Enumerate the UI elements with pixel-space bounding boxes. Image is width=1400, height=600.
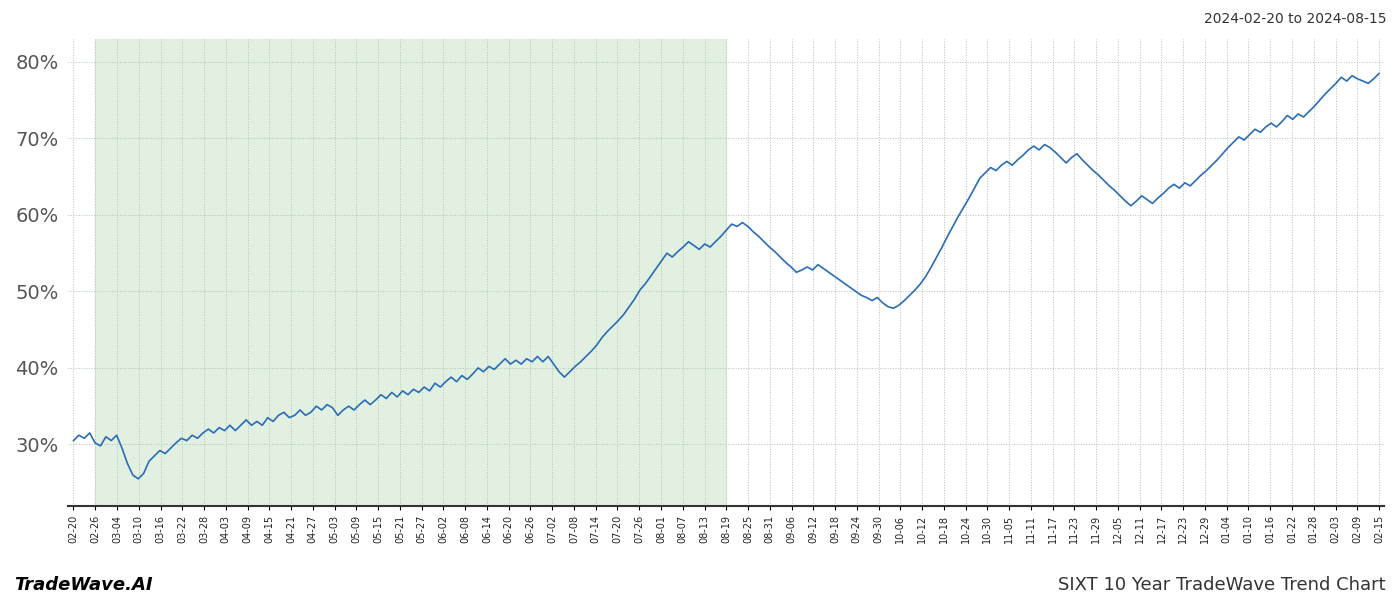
Text: SIXT 10 Year TradeWave Trend Chart: SIXT 10 Year TradeWave Trend Chart bbox=[1058, 576, 1386, 594]
Text: TradeWave.AI: TradeWave.AI bbox=[14, 576, 153, 594]
Text: 2024-02-20 to 2024-08-15: 2024-02-20 to 2024-08-15 bbox=[1204, 12, 1386, 26]
Bar bbox=[95, 39, 727, 506]
